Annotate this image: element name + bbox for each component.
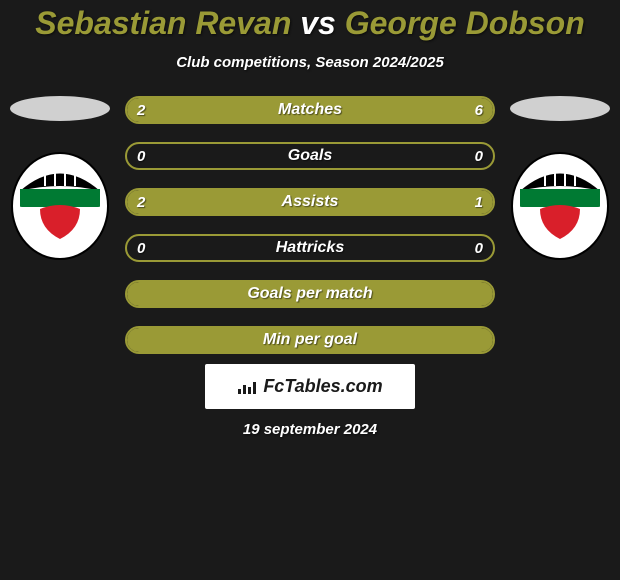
stat-bar: 00Goals [125,142,495,170]
player2-avatar [510,96,610,121]
stat-bar: 00Hattricks [125,234,495,262]
stat-bar: 26Matches [125,96,495,124]
stat-label: Min per goal [127,331,493,349]
stat-label: Hattricks [127,239,493,257]
player1-club-crest [10,151,110,261]
vs-label: vs [300,5,336,41]
stat-bars: 26Matches 00Goals 21Assists 00Hattricks Goal… [110,96,510,354]
watermark-text: FcTables.com [263,376,382,397]
player2-name: George Dobson [345,5,585,41]
subtitle: Club competitions, Season 2024/2025 [176,54,444,71]
stat-label: Goals per match [127,285,493,303]
comparison-title: Sebastian Revan vs George Dobson [35,5,585,42]
stat-label: Goals [127,147,493,165]
chart-icon [237,379,257,395]
date-label: 19 september 2024 [243,421,377,438]
player1-avatar [10,96,110,121]
stat-label: Matches [127,101,493,119]
stat-bar: Goals per match [125,280,495,308]
watermark: FcTables.com [205,364,414,409]
stat-bar: Min per goal [125,326,495,354]
player1-column [10,96,110,261]
stat-bar: 21Assists [125,188,495,216]
stat-label: Assists [127,193,493,211]
player1-name: Sebastian Revan [35,5,291,41]
player2-column [510,96,610,261]
player2-club-crest [510,151,610,261]
comparison-row: 26Matches 00Goals 21Assists 00Hattricks Goal… [0,96,620,354]
